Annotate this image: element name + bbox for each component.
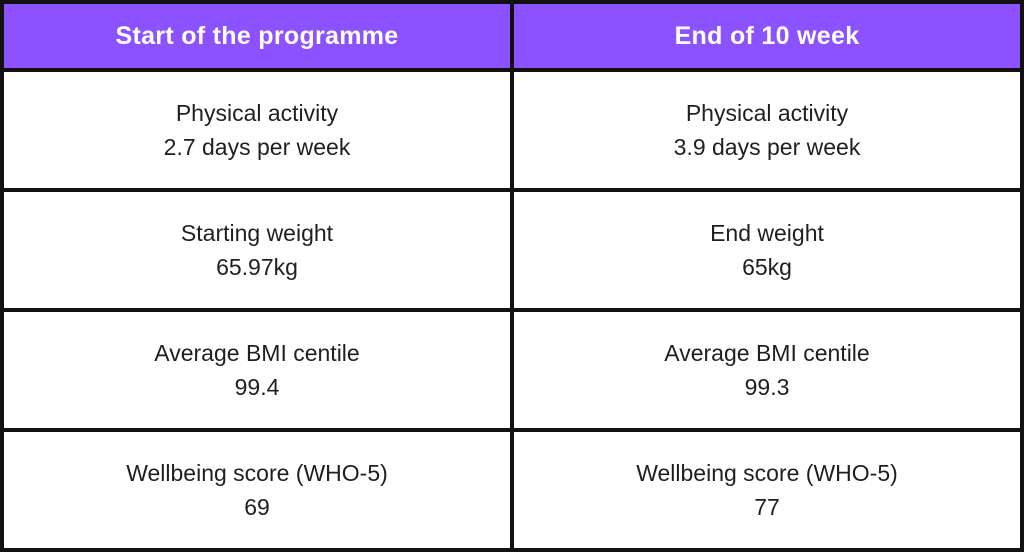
- cell-bmi-centile-start: Average BMI centile 99.4: [4, 312, 510, 428]
- metric-value: 77: [754, 494, 780, 520]
- metric-label: Physical activity: [175, 100, 339, 126]
- metric-label: Wellbeing score (WHO-5): [636, 460, 898, 486]
- cell-wellbeing-score-start: Wellbeing score (WHO-5) 69: [4, 432, 510, 548]
- metric-value: 99.4: [234, 374, 280, 400]
- metric-value: 2.7 days per week: [163, 134, 351, 160]
- metric-label: Physical activity: [685, 100, 849, 126]
- metric-value: 69: [244, 494, 270, 520]
- cell-physical-activity-end: Physical activity 3.9 days per week: [514, 72, 1020, 188]
- metric-label: Wellbeing score (WHO-5): [126, 460, 388, 486]
- column-header-label: Start of the programme: [115, 21, 399, 50]
- cell-starting-weight: Starting weight 65.97kg: [4, 192, 510, 308]
- column-header-label: End of 10 week: [674, 21, 860, 50]
- metric-label: Starting weight: [180, 220, 334, 246]
- metric-label: Average BMI centile: [154, 340, 360, 366]
- cell-physical-activity-start: Physical activity 2.7 days per week: [4, 72, 510, 188]
- cell-wellbeing-score-end: Wellbeing score (WHO-5) 77: [514, 432, 1020, 548]
- column-header-end-of-10-week: End of 10 week: [514, 4, 1020, 68]
- metric-value: 99.3: [744, 374, 790, 400]
- metric-label: End weight: [710, 220, 824, 246]
- cell-bmi-centile-end: Average BMI centile 99.3: [514, 312, 1020, 428]
- metric-label: Average BMI centile: [664, 340, 870, 366]
- metric-value: 3.9 days per week: [673, 134, 861, 160]
- metric-value: 65.97kg: [216, 254, 298, 280]
- column-header-start-of-programme: Start of the programme: [4, 4, 510, 68]
- cell-end-weight: End weight 65kg: [514, 192, 1020, 308]
- metric-value: 65kg: [742, 254, 792, 280]
